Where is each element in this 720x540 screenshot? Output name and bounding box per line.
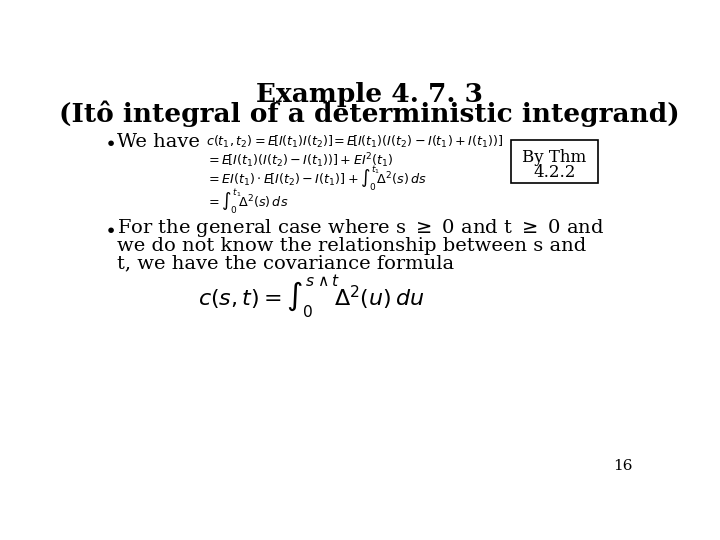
Text: we do not know the relationship between s and: we do not know the relationship between … bbox=[117, 237, 586, 255]
Text: t, we have the covariance formula: t, we have the covariance formula bbox=[117, 254, 454, 273]
Text: $= EI(t_1)\cdot E\!\left[I(t_2)-I(t_1)\right]+\int_0^{t_1}\!\Delta^2(s)\,ds$: $= EI(t_1)\cdot E\!\left[I(t_2)-I(t_1)\r… bbox=[206, 164, 427, 193]
Text: Example 4. 7. 3: Example 4. 7. 3 bbox=[256, 82, 482, 106]
Text: $c(s,t) = \int_0^{s\wedge t}\!\Delta^2(u)\,du$: $c(s,t) = \int_0^{s\wedge t}\!\Delta^2(u… bbox=[198, 274, 424, 321]
Text: $\bullet$: $\bullet$ bbox=[104, 132, 115, 151]
Text: We have: We have bbox=[117, 133, 200, 151]
Text: $c(t_1,t_2) = E\!\left[I(t_1)I(t_2)\right]\!= E\!\left[I(t_1)(I(t_2)-I(t_1)+I(t_: $c(t_1,t_2) = E\!\left[I(t_1)I(t_2)\righ… bbox=[206, 134, 503, 150]
Text: $\bullet$: $\bullet$ bbox=[104, 219, 115, 238]
Text: $= E\!\left[I(t_1)(I(t_2)-I(t_1))\right]+ EI^2(t_1)$: $= E\!\left[I(t_1)(I(t_2)-I(t_1))\right]… bbox=[206, 151, 394, 170]
Text: $= \int_0^{t_1}\!\Delta^2(s)\,ds$: $= \int_0^{t_1}\!\Delta^2(s)\,ds$ bbox=[206, 187, 289, 216]
FancyBboxPatch shape bbox=[510, 140, 598, 184]
Text: By Thm: By Thm bbox=[522, 148, 586, 166]
Text: 16: 16 bbox=[613, 459, 632, 473]
Text: For the general case where s $\geq$ 0 and t $\geq$ 0 and: For the general case where s $\geq$ 0 an… bbox=[117, 217, 604, 239]
Text: (Itô integral of a deterministic integrand): (Itô integral of a deterministic integra… bbox=[59, 101, 679, 127]
Text: 4.2.2: 4.2.2 bbox=[533, 164, 575, 181]
